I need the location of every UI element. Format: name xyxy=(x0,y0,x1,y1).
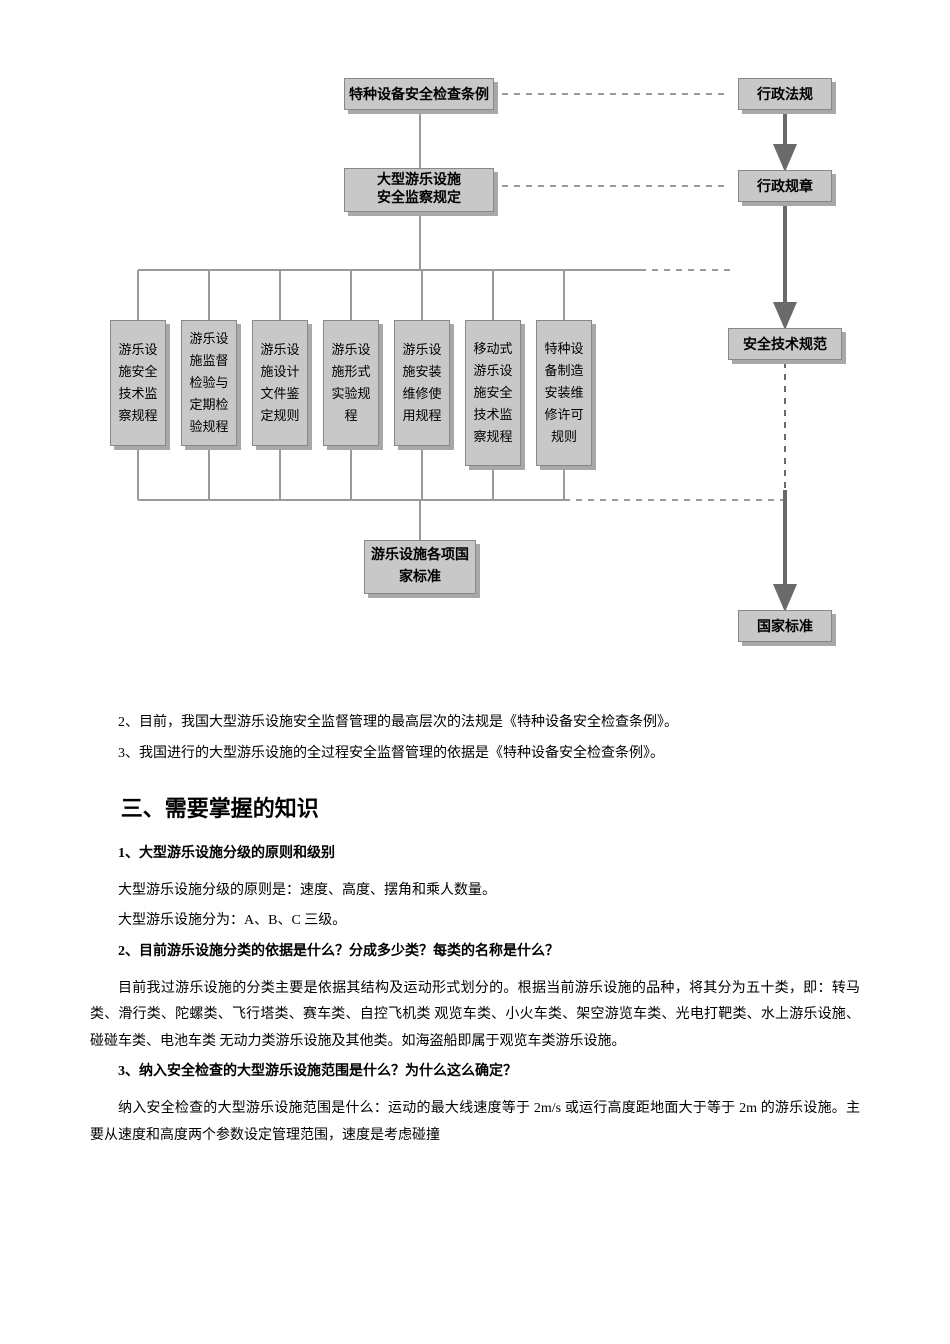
label2: 安全监察规定 xyxy=(377,190,461,208)
level3-box-1: 游乐设施监督检验与定期检验规程 xyxy=(181,320,237,446)
label: 游乐设施安装维修使用规程 xyxy=(399,339,445,427)
node-national-std: 国家标准 xyxy=(738,610,832,642)
sub-1-heading: 1、大型游乐设施分级的原则和级别 xyxy=(90,841,860,868)
sub-3-heading: 3、纳入安全检查的大型游乐设施范围是什么？为什么这么确定？ xyxy=(90,1059,860,1086)
level3-box-0: 游乐设施安全技术监察规程 xyxy=(110,320,166,446)
label: 游乐设施形式实验规程 xyxy=(328,339,374,427)
sub-3-p1: 纳入安全检查的大型游乐设施范围是什么：运动的最大线速度等于 2m/s 或运行高度… xyxy=(90,1096,860,1149)
label: 游乐设施监督检验与定期检验规程 xyxy=(186,328,232,438)
level3-box-6: 特种设备制造安装维修许可规则 xyxy=(536,320,592,466)
label: 行政法规 xyxy=(757,84,813,104)
sub-1-p2: 大型游乐设施分为：A、B、C 三级。 xyxy=(90,908,860,935)
para-2: 2、目前，我国大型游乐设施安全监督管理的最高层次的法规是《特种设备安全检查条例》… xyxy=(90,710,860,737)
section-3-heading: 三、需要掌握的知识 xyxy=(90,791,860,823)
label: 行政规章 xyxy=(757,176,813,196)
label: 游乐设施各项国家标准 xyxy=(369,545,471,590)
node-supervision-rule: 大型游乐设施 安全监察规定 xyxy=(344,168,494,212)
level3-box-2: 游乐设施设计文件鉴定规则 xyxy=(252,320,308,446)
sub-2-heading: 2、目前游乐设施分类的依据是什么？分成多少类？每类的名称是什么？ xyxy=(90,939,860,966)
label: 游乐设施设计文件鉴定规则 xyxy=(257,339,303,427)
para-3: 3、我国进行的大型游乐设施的全过程安全监督管理的依据是《特种设备安全检查条例》。 xyxy=(90,741,860,768)
label: 安全技术规范 xyxy=(743,334,827,354)
node-top-regulation: 特种设备安全检查条例 xyxy=(344,78,494,110)
label: 特种设备安全检查条例 xyxy=(349,84,489,104)
label: 移动式游乐设施安全技术监察规程 xyxy=(470,338,516,448)
node-safety-std: 安全技术规范 xyxy=(728,328,842,360)
node-admin-reg: 行政规章 xyxy=(738,170,832,202)
level3-box-4: 游乐设施安装维修使用规程 xyxy=(394,320,450,446)
sub-1-p1: 大型游乐设施分级的原则是：速度、高度、摆角和乘人数量。 xyxy=(90,878,860,905)
label: 游乐设施安全技术监察规程 xyxy=(115,339,161,427)
label: 国家标准 xyxy=(757,616,813,636)
node-admin-law: 行政法规 xyxy=(738,78,832,110)
label1: 大型游乐设施 xyxy=(377,172,461,190)
label: 特种设备制造安装维修许可规则 xyxy=(541,338,587,448)
level3-box-5: 移动式游乐设施安全技术监察规程 xyxy=(465,320,521,466)
node-national-standards-all: 游乐设施各项国家标准 xyxy=(364,540,476,594)
hierarchy-diagram: 特种设备安全检查条例 大型游乐设施 安全监察规定 行政法规 行政规章 安全技术规… xyxy=(90,60,860,680)
sub-2-p1: 目前我过游乐设施的分类主要是依据其结构及运动形式划分的。根据当前游乐设施的品种，… xyxy=(90,976,860,1056)
level3-box-3: 游乐设施形式实验规程 xyxy=(323,320,379,446)
